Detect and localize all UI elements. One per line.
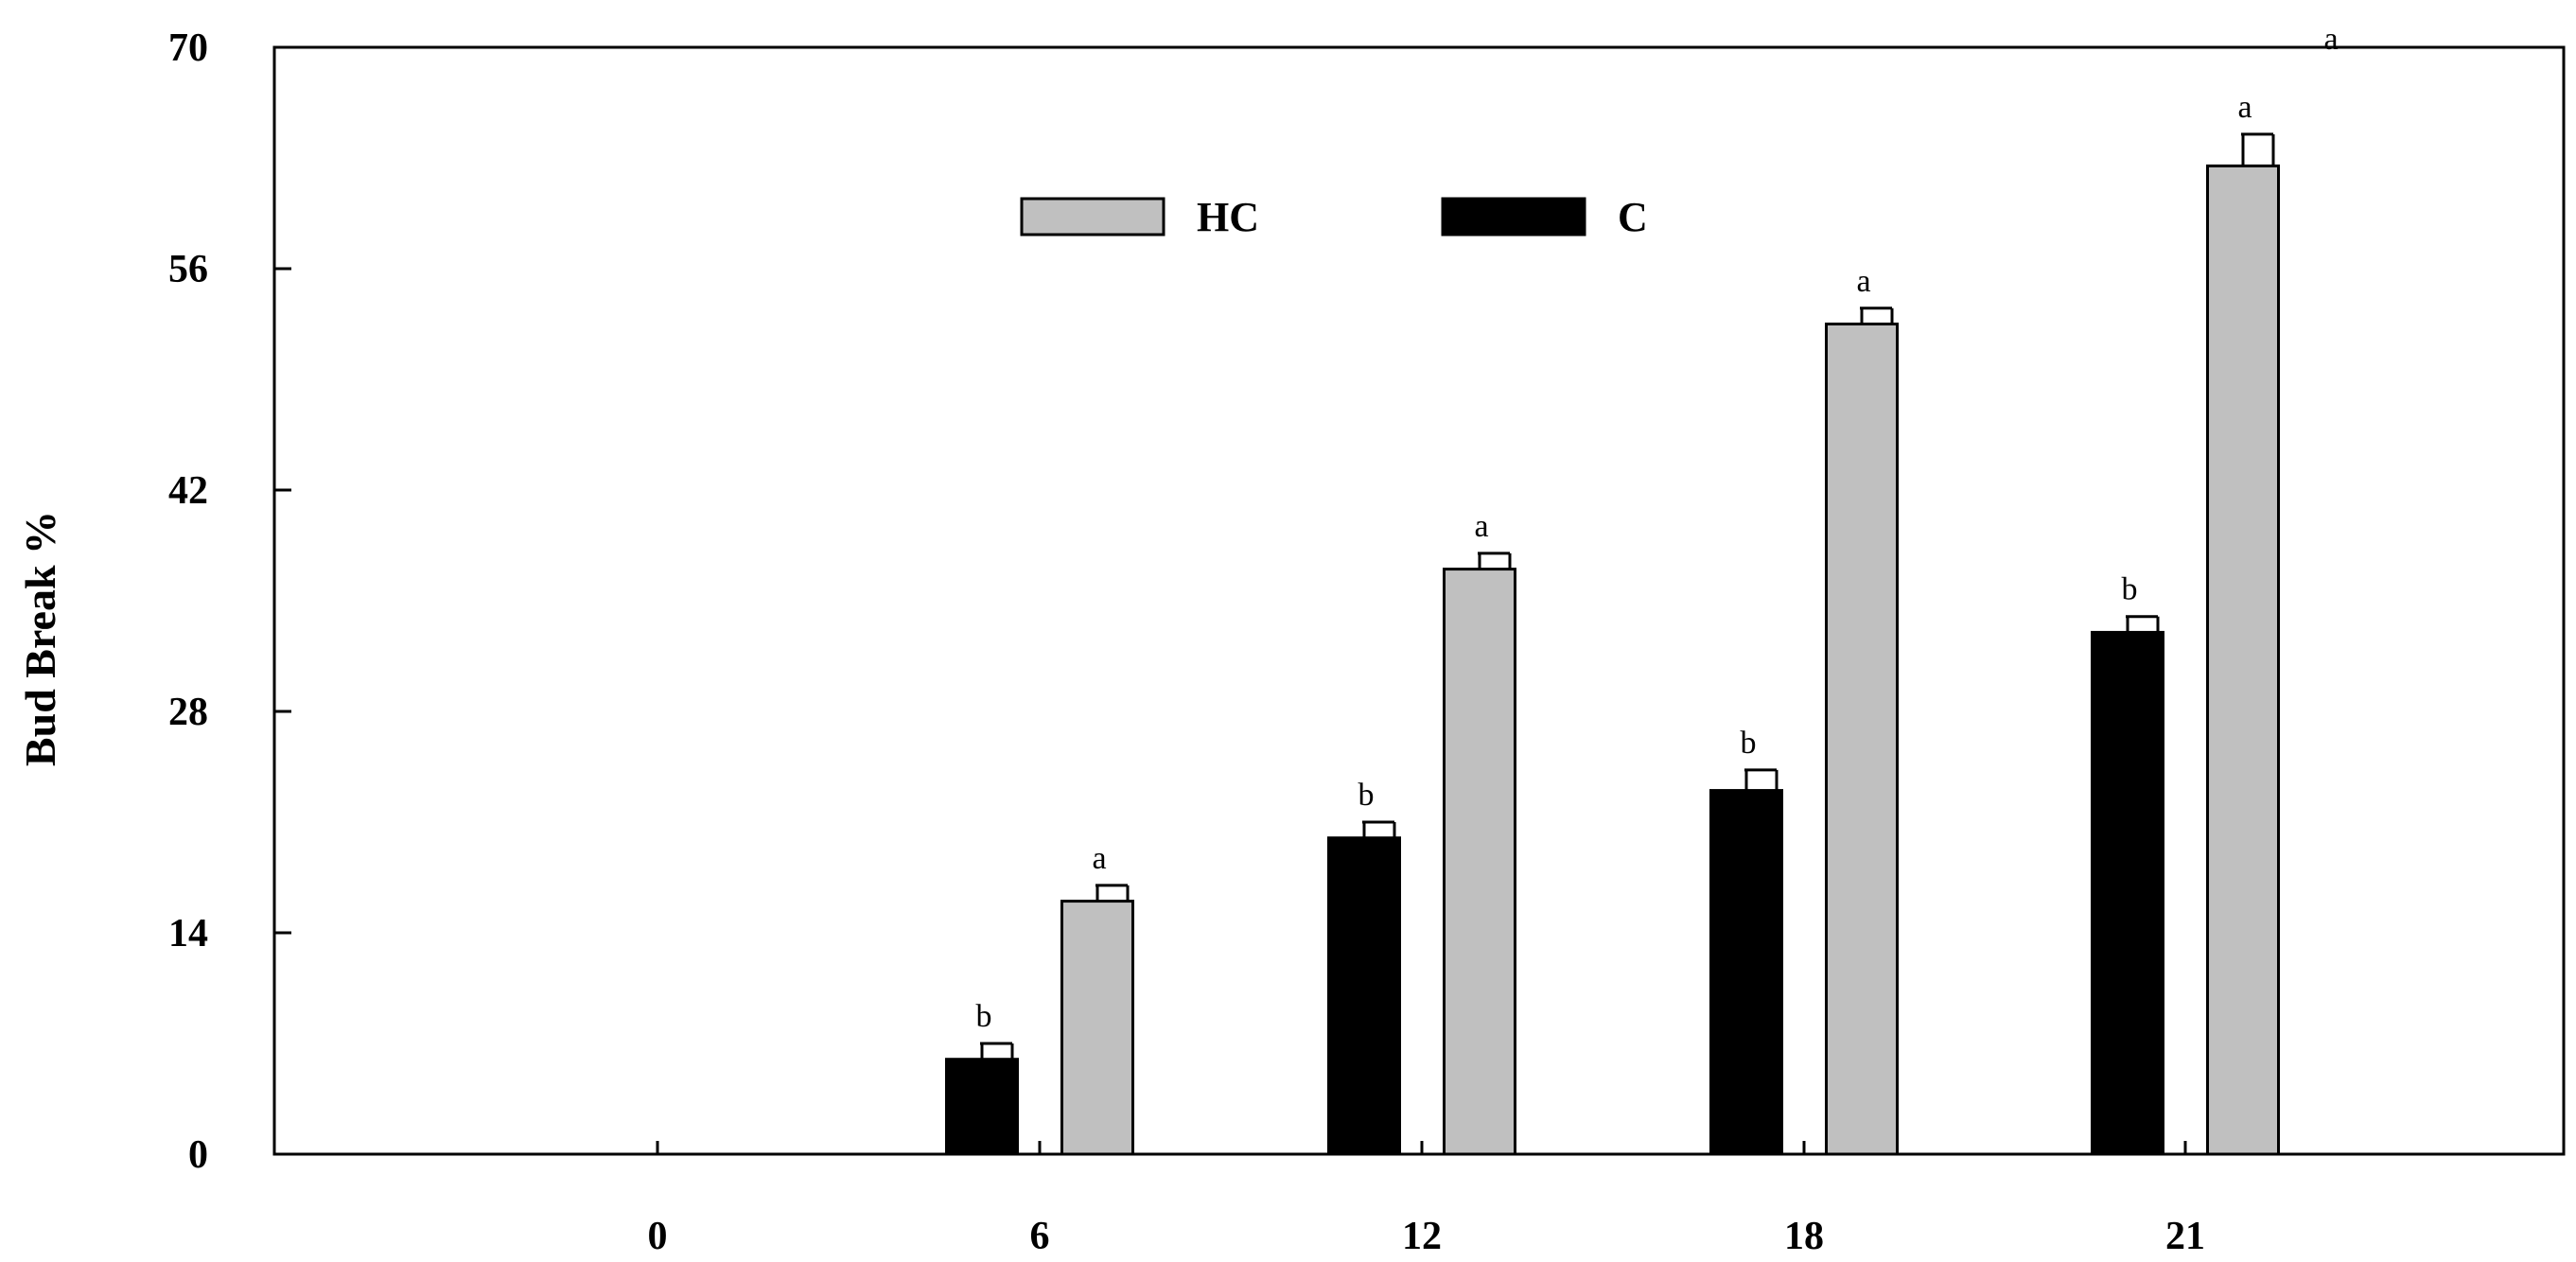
legend-label-c: C [1618,194,1648,240]
x-tick-label: 6 [1030,1215,1050,1257]
x-tick-label: 18 [1784,1215,1824,1257]
y-tick-label: 70 [168,26,208,70]
legend-label-hc: HC [1197,194,1259,240]
bar-hc [1443,568,1516,1156]
annotation: a [2323,22,2338,57]
bar-hc [1825,323,1899,1156]
legend-swatch-hc [1020,197,1165,237]
significance-label: a [1856,264,1870,299]
y-tick-label: 0 [188,1133,208,1177]
legend: HC C [1020,194,1648,240]
x-tick-label: 21 [2165,1215,2205,1257]
y-tick-label: 28 [168,691,208,734]
x-tick-label: 12 [1402,1215,1442,1257]
significance-label: b [2122,572,2138,607]
plot-frame [272,45,2566,1156]
bar-c [945,1058,1019,1156]
y-tick-label: 56 [168,248,208,291]
significance-label: a [1092,841,1106,876]
bar-c [1327,836,1401,1156]
y-tick-label: 14 [168,912,208,955]
significance-label: b [976,999,992,1034]
y-axis-title: Bud Break % [16,511,64,766]
bar-c [2091,630,2164,1156]
significance-label: b [1358,778,1375,813]
significance-label: b [1741,726,1757,761]
y-tick-label: 42 [168,469,208,513]
legend-swatch-c [1441,197,1586,237]
bars: b b b b a a a a a [945,22,2339,1156]
significance-label: a [1474,509,1488,544]
bar-c [1709,789,1783,1156]
bar-hc [2206,164,2280,1156]
bar-hc [1060,900,1134,1156]
significance-label: a [2237,90,2252,125]
axes: 0 14 28 42 56 70 0 6 12 18 21 [168,26,2205,1258]
x-tick-label: 0 [648,1215,668,1257]
plot-area [272,45,2566,1156]
